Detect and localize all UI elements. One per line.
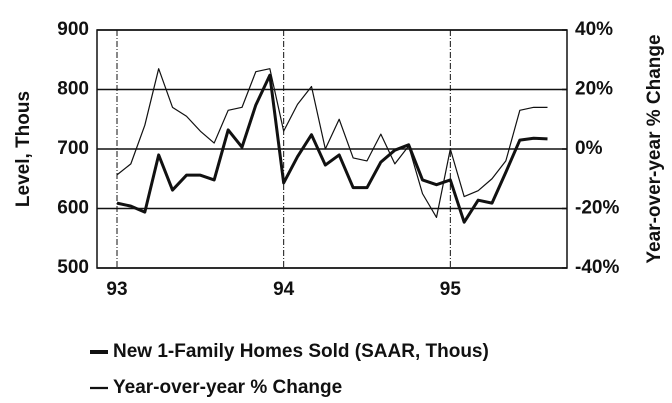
x-tick-label: 93 bbox=[106, 279, 127, 300]
y2-axis-label: Year-over-year % Change bbox=[644, 34, 665, 263]
y-tick-label: 900 bbox=[57, 19, 89, 40]
legend-label: Year-over-year % Change bbox=[113, 377, 342, 398]
legend-label: New 1-Family Homes Sold (SAAR, Thous) bbox=[113, 341, 489, 362]
y-tick-label: 800 bbox=[57, 79, 89, 100]
y-tick-label: 700 bbox=[57, 138, 89, 159]
y2-tick-label: 0% bbox=[575, 138, 603, 159]
y-axis-label: Level, Thous bbox=[13, 91, 34, 207]
series-line bbox=[116, 68, 548, 219]
series-line bbox=[116, 73, 548, 224]
y2-tick-label: -40% bbox=[575, 257, 619, 278]
y-tick-label: 600 bbox=[57, 198, 89, 219]
y-tick-label: 500 bbox=[57, 257, 89, 278]
y2-tick-label: -20% bbox=[575, 198, 619, 219]
x-tick-label: 94 bbox=[273, 279, 295, 300]
y2-tick-label: 40% bbox=[575, 19, 613, 40]
x-tick-label: 95 bbox=[440, 279, 462, 300]
plot-frame bbox=[96, 29, 568, 269]
y2-tick-label: 20% bbox=[575, 79, 613, 100]
